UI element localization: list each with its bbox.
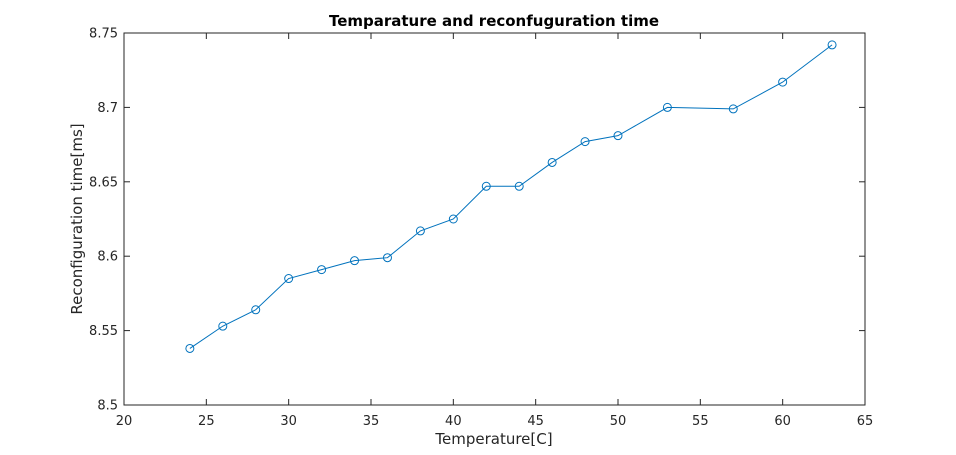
data-point-marker [778, 77, 788, 87]
x-tick-label: 50 [610, 414, 627, 429]
data-point-marker [662, 102, 672, 112]
y-tick-label: 8.5 [97, 399, 118, 414]
y-axis-label: Reconfiguration time[ms] [68, 123, 86, 314]
data-point-marker [728, 104, 738, 114]
data-point-marker [185, 343, 195, 353]
data-point-marker [415, 226, 425, 236]
data-point-marker [827, 40, 837, 50]
x-axis: 20 25 30 35 40 45 50 55 60 65 [116, 33, 874, 429]
y-tick-label: 8.65 [89, 175, 118, 190]
data-point-marker [547, 157, 557, 167]
data-point-marker [481, 181, 491, 191]
x-tick-label: 65 [857, 414, 874, 429]
chart-title: Temparature and reconfuguration time [329, 12, 659, 30]
x-tick-label: 35 [363, 414, 380, 429]
x-tick-label: 20 [116, 414, 133, 429]
data-point-marker [284, 274, 294, 284]
series-line [189, 44, 833, 349]
x-tick-label: 60 [774, 414, 791, 429]
x-tick-label: 45 [527, 414, 544, 429]
x-tick-label: 25 [198, 414, 215, 429]
data-point-marker [580, 137, 590, 147]
data-point-marker [317, 265, 327, 275]
data-point-marker [613, 131, 623, 141]
data-point-marker [448, 214, 458, 224]
y-tick-label: 8.55 [89, 324, 118, 339]
y-axis: 8.5 8.55 8.6 8.65 8.7 8.75 [89, 27, 865, 414]
data-point-marker [218, 321, 228, 331]
data-point-marker [350, 256, 360, 266]
y-tick-label: 8.7 [97, 101, 118, 116]
x-tick-label: 55 [692, 414, 709, 429]
x-tick-label: 40 [445, 414, 462, 429]
x-axis-label: Temperature[C] [434, 430, 552, 448]
y-tick-label: 8.75 [89, 27, 118, 42]
series-layer [185, 40, 837, 353]
plot-area [123, 32, 866, 406]
y-tick-label: 8.6 [97, 250, 118, 265]
x-tick-label: 30 [280, 414, 297, 429]
data-point-marker [382, 253, 392, 263]
data-point-marker [514, 181, 524, 191]
data-point-marker [251, 305, 261, 315]
